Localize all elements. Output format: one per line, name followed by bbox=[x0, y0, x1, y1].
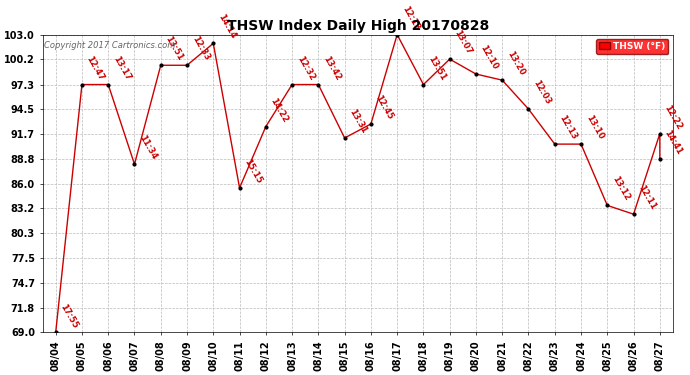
Text: 17:55: 17:55 bbox=[59, 302, 79, 330]
Text: 15:15: 15:15 bbox=[242, 158, 264, 185]
Text: 13:51: 13:51 bbox=[426, 54, 447, 82]
Text: 12:33: 12:33 bbox=[190, 35, 211, 63]
Text: 12:11: 12:11 bbox=[636, 184, 658, 211]
Text: 14:41: 14:41 bbox=[662, 129, 684, 156]
Text: 12:32: 12:32 bbox=[295, 54, 316, 82]
Title: THSW Index Daily High 20170828: THSW Index Daily High 20170828 bbox=[226, 20, 489, 33]
Text: 13:42: 13:42 bbox=[321, 54, 342, 82]
Text: 13:51: 13:51 bbox=[164, 35, 185, 63]
Text: 12:47: 12:47 bbox=[85, 54, 106, 82]
Text: 12:10: 12:10 bbox=[479, 44, 500, 71]
Legend: THSW (°F): THSW (°F) bbox=[596, 39, 669, 54]
Text: 13:12: 13:12 bbox=[610, 175, 631, 202]
Text: 12:13: 12:13 bbox=[558, 114, 579, 141]
Text: 13:31: 13:31 bbox=[347, 108, 368, 135]
Text: Copyright 2017 Cartronics.com: Copyright 2017 Cartronics.com bbox=[44, 40, 175, 50]
Text: 13:07: 13:07 bbox=[453, 29, 473, 56]
Text: 13:17: 13:17 bbox=[111, 54, 132, 82]
Text: 12:13: 12:13 bbox=[400, 4, 421, 32]
Text: 12:22: 12:22 bbox=[662, 103, 684, 131]
Text: 13:20: 13:20 bbox=[505, 50, 526, 77]
Text: 14:22: 14:22 bbox=[268, 96, 290, 124]
Text: 12:03: 12:03 bbox=[531, 79, 553, 106]
Text: 11:34: 11:34 bbox=[137, 134, 159, 162]
Text: 12:45: 12:45 bbox=[374, 93, 395, 121]
Text: 14:14: 14:14 bbox=[216, 13, 237, 40]
Text: 13:10: 13:10 bbox=[584, 114, 605, 141]
